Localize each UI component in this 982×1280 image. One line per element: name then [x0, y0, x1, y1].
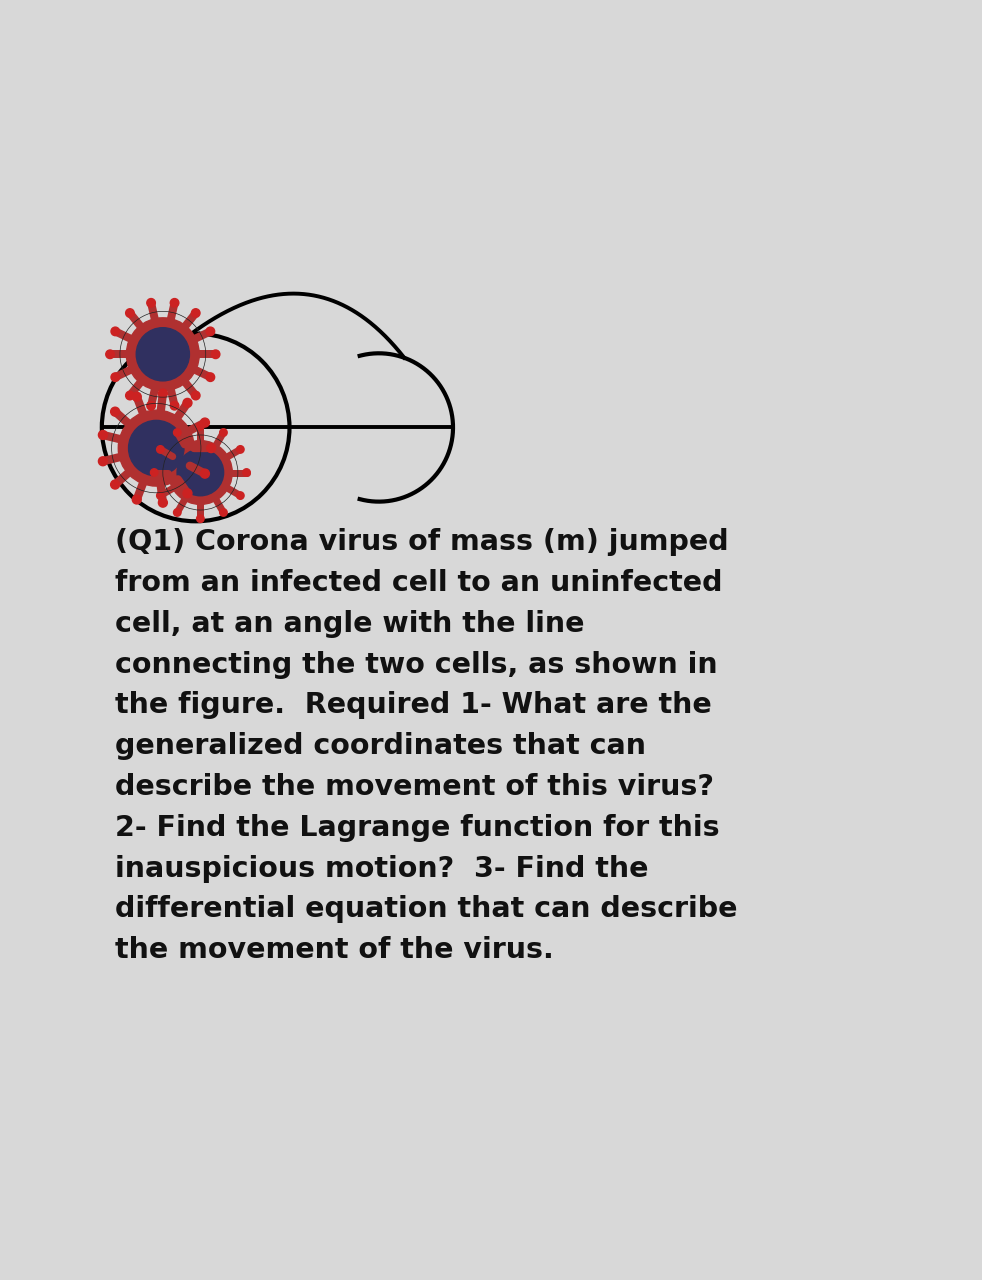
Circle shape: [133, 495, 141, 504]
Circle shape: [200, 419, 209, 428]
Circle shape: [196, 422, 204, 430]
Circle shape: [111, 480, 120, 489]
Circle shape: [136, 328, 190, 381]
Circle shape: [133, 392, 141, 401]
Circle shape: [98, 430, 107, 439]
Circle shape: [131, 422, 183, 474]
Text: (Q1) Corona virus of mass (m) jumped
from an infected cell to an uninfected
cell: (Q1) Corona virus of mass (m) jumped fro…: [115, 529, 737, 964]
Circle shape: [183, 489, 191, 498]
Circle shape: [237, 445, 245, 453]
Circle shape: [126, 308, 135, 317]
Circle shape: [220, 429, 227, 436]
Circle shape: [200, 470, 209, 479]
Circle shape: [191, 308, 200, 317]
Circle shape: [98, 457, 107, 466]
Circle shape: [237, 492, 245, 499]
Circle shape: [158, 498, 167, 507]
Circle shape: [174, 508, 181, 516]
Circle shape: [111, 372, 120, 381]
Circle shape: [126, 392, 135, 399]
Circle shape: [174, 429, 181, 436]
Circle shape: [220, 508, 227, 516]
Circle shape: [183, 398, 191, 407]
Circle shape: [211, 349, 220, 358]
Circle shape: [243, 468, 250, 476]
Circle shape: [127, 317, 199, 390]
Circle shape: [111, 328, 120, 335]
Circle shape: [111, 407, 120, 416]
Circle shape: [146, 298, 155, 307]
Circle shape: [156, 445, 164, 453]
Circle shape: [150, 468, 158, 476]
Circle shape: [118, 410, 194, 486]
Circle shape: [207, 444, 216, 453]
Circle shape: [206, 372, 215, 381]
Circle shape: [158, 389, 167, 398]
Circle shape: [177, 449, 224, 495]
Circle shape: [179, 451, 222, 494]
Circle shape: [129, 420, 184, 476]
Circle shape: [146, 402, 155, 410]
Circle shape: [196, 515, 204, 522]
Circle shape: [191, 392, 200, 399]
Circle shape: [206, 328, 215, 335]
Circle shape: [170, 402, 179, 410]
Circle shape: [106, 349, 114, 358]
Circle shape: [156, 492, 164, 499]
Circle shape: [170, 298, 179, 307]
Circle shape: [137, 329, 188, 379]
Circle shape: [169, 440, 233, 504]
